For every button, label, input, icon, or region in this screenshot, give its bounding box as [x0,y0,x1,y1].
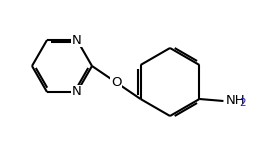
Text: 2: 2 [239,98,246,108]
Text: N: N [72,33,82,46]
Text: O: O [111,76,122,89]
Text: N: N [72,85,82,99]
Text: NH: NH [226,94,245,108]
